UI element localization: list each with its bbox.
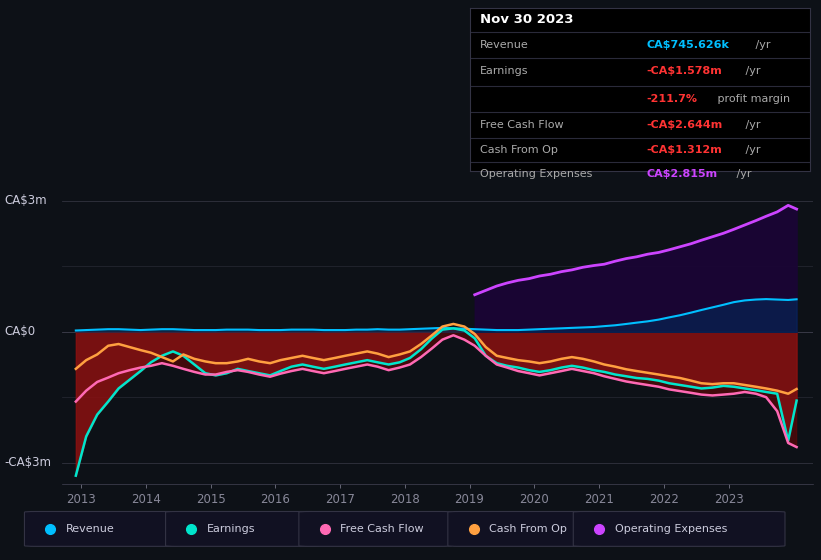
- FancyBboxPatch shape: [447, 511, 601, 547]
- Text: /yr: /yr: [742, 66, 761, 76]
- Text: Operating Expenses: Operating Expenses: [615, 524, 727, 534]
- FancyBboxPatch shape: [25, 511, 177, 547]
- Text: -211.7%: -211.7%: [647, 94, 698, 104]
- Text: -CA$1.312m: -CA$1.312m: [647, 144, 722, 155]
- Text: Operating Expenses: Operating Expenses: [479, 169, 592, 179]
- Text: -CA$2.644m: -CA$2.644m: [647, 119, 723, 129]
- Text: Cash From Op: Cash From Op: [489, 524, 567, 534]
- Text: Free Cash Flow: Free Cash Flow: [479, 119, 563, 129]
- Text: CA$2.815m: CA$2.815m: [647, 169, 718, 179]
- Text: /yr: /yr: [742, 144, 761, 155]
- Text: Revenue: Revenue: [66, 524, 115, 534]
- Text: Earnings: Earnings: [207, 524, 255, 534]
- FancyBboxPatch shape: [573, 511, 785, 547]
- Text: Nov 30 2023: Nov 30 2023: [479, 13, 573, 26]
- Text: -CA$3m: -CA$3m: [4, 456, 51, 469]
- Text: CA$3m: CA$3m: [4, 194, 47, 208]
- Text: CA$0: CA$0: [4, 325, 35, 338]
- Text: CA$745.626k: CA$745.626k: [647, 40, 730, 50]
- Text: -CA$1.578m: -CA$1.578m: [647, 66, 722, 76]
- FancyBboxPatch shape: [299, 511, 452, 547]
- FancyBboxPatch shape: [166, 511, 319, 547]
- Text: Revenue: Revenue: [479, 40, 529, 50]
- Text: Free Cash Flow: Free Cash Flow: [341, 524, 424, 534]
- Text: /yr: /yr: [732, 169, 751, 179]
- Text: profit margin: profit margin: [713, 94, 790, 104]
- Text: Earnings: Earnings: [479, 66, 529, 76]
- Text: /yr: /yr: [752, 40, 770, 50]
- Text: /yr: /yr: [742, 119, 761, 129]
- Text: Cash From Op: Cash From Op: [479, 144, 557, 155]
